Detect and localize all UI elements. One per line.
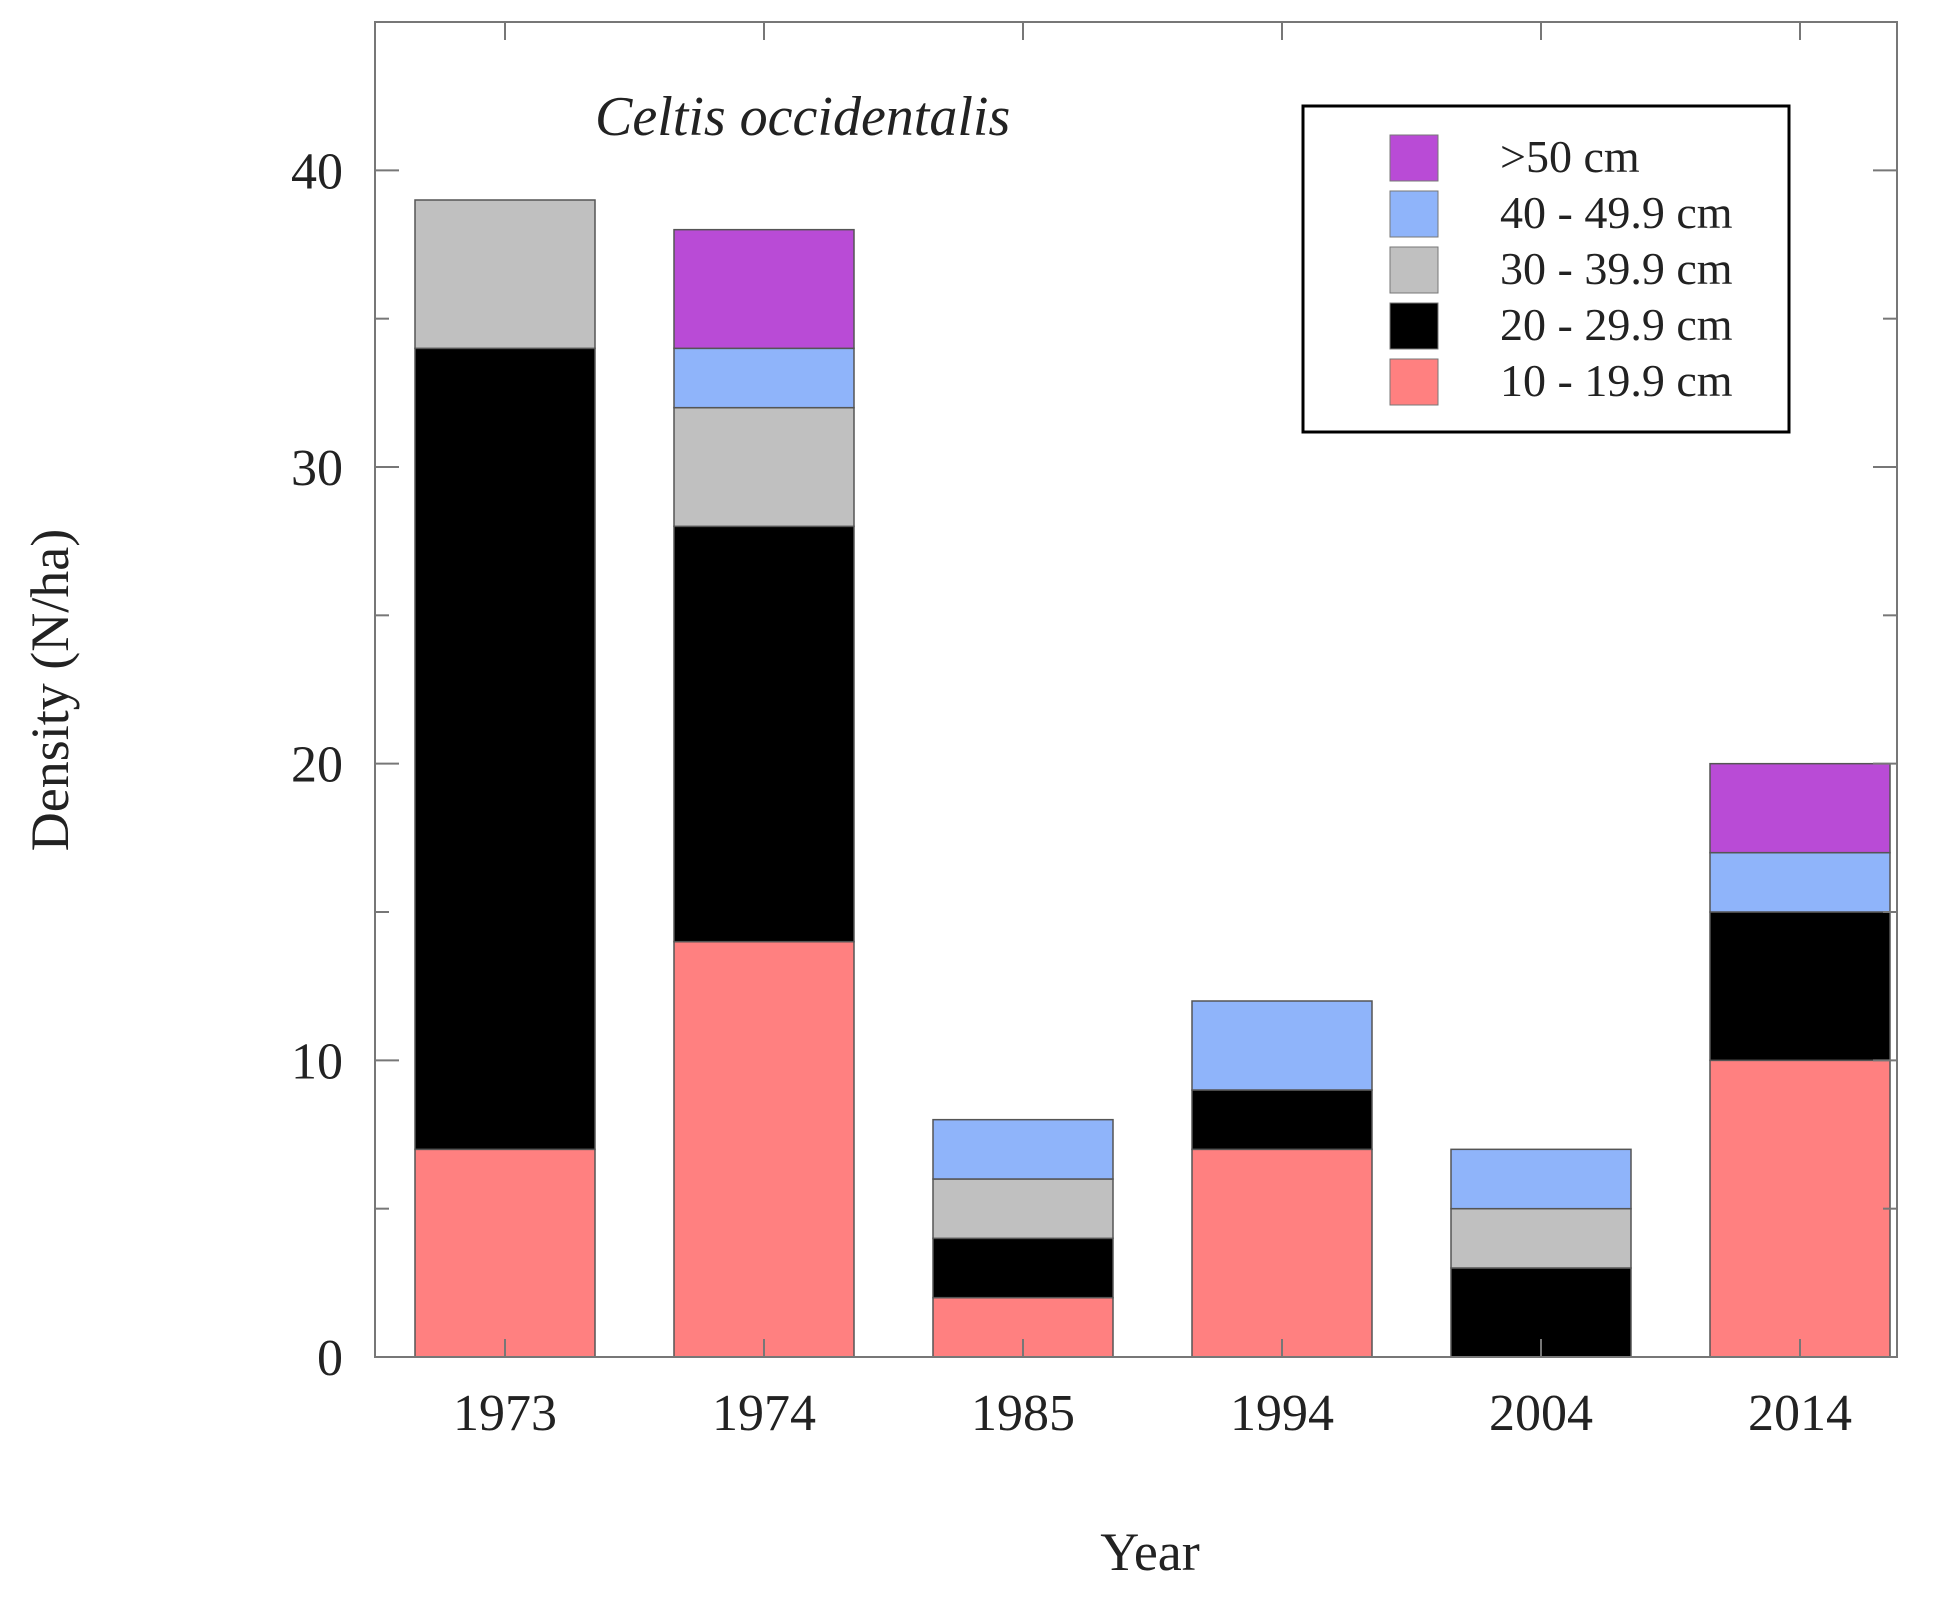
y-axis-title: Density (N/ha) <box>20 529 80 851</box>
y-tick-label-30: 30 <box>291 440 343 497</box>
bar-2014-series-1 <box>1709 911 1891 1062</box>
bar-2014-series-0 <box>1709 1059 1891 1358</box>
x-tick-label-2004: 2004 <box>1489 1385 1593 1442</box>
legend-swatch-1 <box>1389 190 1439 238</box>
bar-1985-series-3 <box>932 1118 1114 1180</box>
bar-1974-series-2 <box>673 406 855 528</box>
bar-1974-series-1 <box>673 525 855 943</box>
x-tick-label-1974: 1974 <box>712 1385 816 1442</box>
legend-swatch-0 <box>1389 134 1439 182</box>
legend-swatch-2 <box>1389 246 1439 294</box>
y-tick-label-20: 20 <box>291 737 343 794</box>
bar-1994-series-0 <box>1191 1148 1373 1358</box>
bar-2004-series-3 <box>1450 1148 1632 1210</box>
y-tick-label-40: 40 <box>291 143 343 200</box>
x-tick-label-1994: 1994 <box>1230 1385 1334 1442</box>
plot-frame <box>374 21 1898 1358</box>
annotation-species: Celtis occidentalis <box>595 86 1010 148</box>
legend-box <box>1301 104 1791 434</box>
bar-2004-series-2 <box>1450 1207 1632 1269</box>
labels-layer: 1973 1974 1985 1994 2004 2014 0 10 20 30 40 <box>291 143 1852 1442</box>
x-tick-label-1973: 1973 <box>453 1385 557 1442</box>
bar-1973-series-1 <box>414 347 596 1151</box>
legend-swatch-3 <box>1389 302 1439 350</box>
bar-1973-series-2 <box>414 199 596 350</box>
bar-2014-series-3 <box>1709 851 1891 913</box>
bar-1985-series-1 <box>932 1237 1114 1299</box>
legend-label-3: 20 - 29.9 cm <box>1500 299 1733 350</box>
legend-label-4: 10 - 19.9 cm <box>1500 355 1733 406</box>
legend-label-0: >50 cm <box>1500 131 1640 182</box>
bar-2014-series-4 <box>1709 762 1891 854</box>
bar-1994-series-1 <box>1191 1089 1373 1151</box>
bar-1974-series-4 <box>673 228 855 350</box>
legend-swatch-4 <box>1389 358 1439 406</box>
bar-1974-series-3 <box>673 347 855 409</box>
x-tick-label-2014: 2014 <box>1748 1385 1852 1442</box>
x-tick-label-1985: 1985 <box>971 1385 1075 1442</box>
bar-1974-series-0 <box>673 940 855 1358</box>
x-axis-title: Year <box>1100 1522 1200 1582</box>
bars-layer <box>414 199 1891 1358</box>
y-tick-label-10: 10 <box>291 1033 343 1090</box>
bar-1994-series-3 <box>1191 1000 1373 1091</box>
bar-1973-series-0 <box>414 1148 596 1358</box>
ticks-layer <box>375 22 1897 1358</box>
y-tick-label-0: 0 <box>317 1330 343 1387</box>
bar-1985-series-2 <box>932 1178 1114 1240</box>
legend-label-2: 30 - 39.9 cm <box>1500 243 1733 294</box>
legend-label-1: 40 - 49.9 cm <box>1500 187 1733 238</box>
